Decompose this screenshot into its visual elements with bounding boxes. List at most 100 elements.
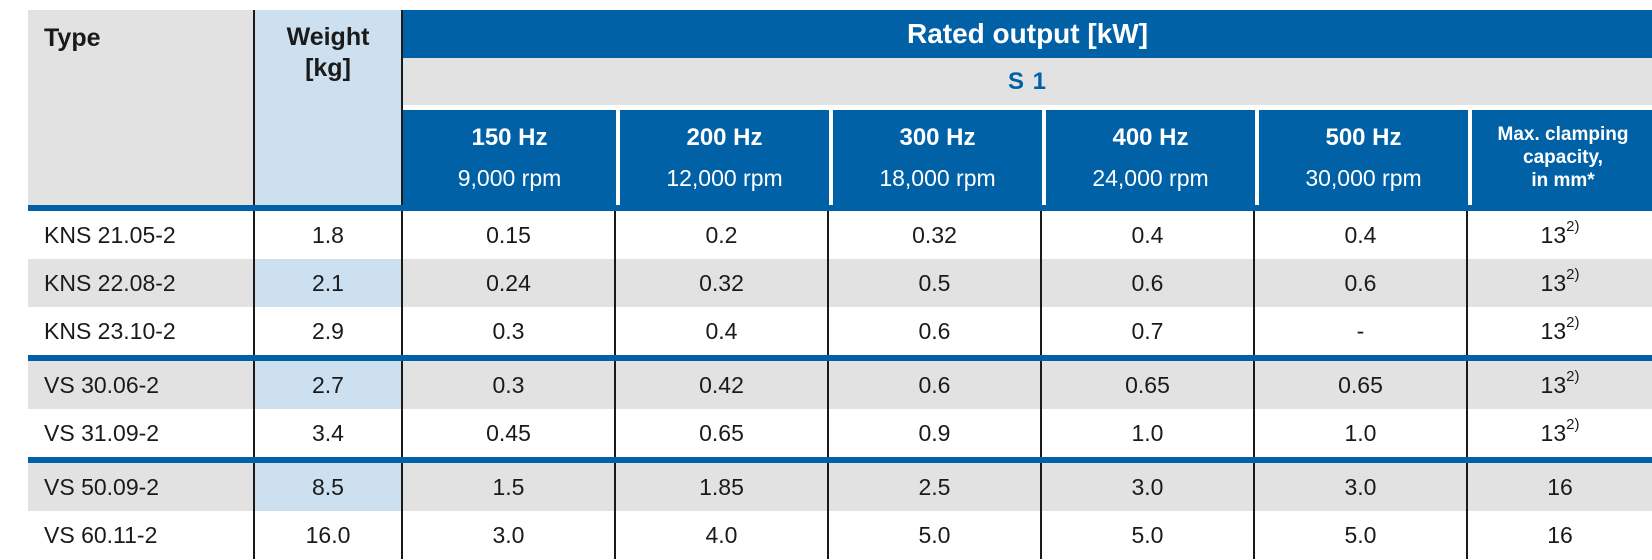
cell-type: VS 50.09-2 [28,463,253,511]
cell-200hz: 0.32 [614,259,827,307]
cell-200hz: 1.85 [614,463,827,511]
cell-clamping: 13 2) [1466,361,1652,409]
cell-200hz: 0.4 [614,307,827,355]
cell-300hz: 0.5 [827,259,1040,307]
cell-200hz: 0.2 [614,211,827,259]
clamp-value: 13 [1540,419,1567,446]
cell-type: KNS 21.05-2 [28,211,253,259]
cell-500hz: 1.0 [1253,409,1466,457]
cell-clamping: 16 [1466,511,1652,559]
cell-weight: 8.5 [253,463,401,511]
cell-type: KNS 22.08-2 [28,259,253,307]
header-gap [403,105,1652,110]
col-header-400hz: 400 Hz 24,000 rpm [1042,110,1255,205]
col-header-weight: Weight [kg] [253,10,401,205]
weight-label-line2: [kg] [305,54,351,82]
duty-cycle-header: S 1 [403,58,1652,105]
rated-output-header-group: Rated output [kW] S 1 150 Hz 9,000 rpm 2… [401,10,1652,205]
clamp-label-line3: in mm* [1531,170,1595,191]
frequency-header-row: 150 Hz 9,000 rpm 200 Hz 12,000 rpm 300 H… [403,110,1652,205]
cell-type: KNS 23.10-2 [28,307,253,355]
col-header-500hz: 500 Hz 30,000 rpm [1255,110,1468,205]
cell-clamping: 13 2) [1466,211,1652,259]
cell-150hz: 0.3 [401,307,614,355]
cell-150hz: 0.24 [401,259,614,307]
clamp-value: 16 [1547,521,1573,548]
cell-300hz: 0.9 [827,409,1040,457]
clamp-label-line2: capacity, [1523,147,1603,168]
clamp-value: 13 [1540,317,1567,344]
freq-label: 300 Hz [899,123,976,151]
cell-weight: 3.4 [253,409,401,457]
rpm-label: 30,000 rpm [1305,164,1422,191]
cell-200hz: 4.0 [614,511,827,559]
cell-500hz: 0.4 [1253,211,1466,259]
freq-label: 400 Hz [1112,123,1189,151]
col-header-type: Type [28,10,253,205]
cell-300hz: 5.0 [827,511,1040,559]
table-row-vs-60-11-2: VS 60.11-2 16.0 3.0 4.0 5.0 5.0 5.0 16 [28,511,1652,559]
cell-400hz: 0.65 [1040,361,1253,409]
cell-400hz: 0.7 [1040,307,1253,355]
clamp-value: 13 [1540,221,1567,248]
col-header-300hz: 300 Hz 18,000 rpm [829,110,1042,205]
table-row-vs-31-09-2: VS 31.09-2 3.4 0.45 0.65 0.9 1.0 1.0 13 2… [28,409,1652,457]
table-row-kns-21-05-2: KNS 21.05-2 1.8 0.15 0.2 0.32 0.4 0.4 13… [28,211,1652,259]
cell-300hz: 0.6 [827,361,1040,409]
cell-300hz: 0.6 [827,307,1040,355]
cell-500hz: 5.0 [1253,511,1466,559]
table-row-kns-23-10-2: KNS 23.10-2 2.9 0.3 0.4 0.6 0.7 - 13 2) [28,307,1652,355]
freq-label: 200 Hz [686,123,763,151]
rpm-label: 24,000 rpm [1092,164,1209,191]
freq-label: 150 Hz [471,123,548,151]
table-header: Type Weight [kg] Rated output [kW] S 1 1… [28,10,1652,205]
group-separator-rule [28,355,1652,361]
cell-weight: 2.7 [253,361,401,409]
cell-200hz: 0.65 [614,409,827,457]
rpm-label: 12,000 rpm [666,164,783,191]
cell-150hz: 0.15 [401,211,614,259]
clamp-value: 13 [1540,269,1567,296]
cell-200hz: 0.42 [614,361,827,409]
cell-400hz: 1.0 [1040,409,1253,457]
cell-500hz: 3.0 [1253,463,1466,511]
cell-weight: 2.1 [253,259,401,307]
group-separator-rule [28,457,1652,463]
rpm-label: 9,000 rpm [457,164,562,191]
cell-clamping: 13 2) [1466,259,1652,307]
cell-500hz: 0.6 [1253,259,1466,307]
cell-clamping: 13 2) [1466,409,1652,457]
cell-300hz: 0.32 [827,211,1040,259]
cell-weight: 1.8 [253,211,401,259]
table-row-kns-22-08-2: KNS 22.08-2 2.1 0.24 0.32 0.5 0.6 0.6 13… [28,259,1652,307]
cell-type: VS 60.11-2 [28,511,253,559]
col-header-150hz: 150 Hz 9,000 rpm [403,110,616,205]
cell-400hz: 5.0 [1040,511,1253,559]
cell-150hz: 1.5 [401,463,614,511]
cell-500hz: - [1253,307,1466,355]
cell-weight: 2.9 [253,307,401,355]
col-header-200hz: 200 Hz 12,000 rpm [616,110,829,205]
cell-150hz: 3.0 [401,511,614,559]
cell-150hz: 0.3 [401,361,614,409]
cell-weight: 16.0 [253,511,401,559]
cell-type: VS 31.09-2 [28,409,253,457]
cell-clamping: 13 2) [1466,307,1652,355]
rated-output-header: Rated output [kW] [403,10,1652,58]
clamp-label-line1: Max. clamping [1497,124,1629,145]
cell-300hz: 2.5 [827,463,1040,511]
cell-type: VS 30.06-2 [28,361,253,409]
weight-label-line1: Weight [286,23,370,51]
freq-label: 500 Hz [1325,123,1402,151]
cell-clamping: 16 [1466,463,1652,511]
clamp-value: 16 [1547,473,1573,500]
table-row-vs-50-09-2: VS 50.09-2 8.5 1.5 1.85 2.5 3.0 3.0 16 [28,463,1652,511]
cell-400hz: 0.6 [1040,259,1253,307]
header-bottom-rule [28,205,1652,211]
cell-400hz: 0.4 [1040,211,1253,259]
cell-400hz: 3.0 [1040,463,1253,511]
table: Type Weight [kg] Rated output [kW] S 1 1… [28,10,1652,559]
col-header-clamping-capacity: Max. clamping capacity, in mm* [1468,110,1652,205]
cell-150hz: 0.45 [401,409,614,457]
